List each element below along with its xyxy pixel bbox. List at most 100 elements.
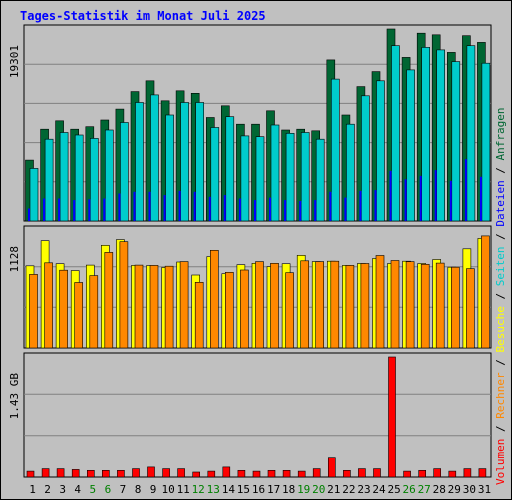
x-tick-label-8: 8 (135, 483, 142, 496)
bar-dateien-5 (88, 199, 91, 221)
x-tick-labels: 1 2 3 4 5 6 7 8 9 10 11 12 13 14 15 16 17 18 19 20 21 22 23 24 2… (29, 483, 491, 496)
bar-volumen-5 (87, 469, 95, 478)
bar-volumen-12 (192, 471, 200, 478)
bar-seiten-12 (195, 102, 204, 222)
bar-dateien-25 (389, 170, 392, 221)
bar-rechner-22 (345, 265, 355, 349)
bar-seiten-18 (285, 133, 295, 222)
bar-dateien-26 (404, 179, 407, 221)
bar-rechner-25 (390, 260, 400, 349)
bar-rechner-10 (164, 265, 174, 349)
bar-dateien-17 (269, 197, 271, 221)
x-tick-label-16: 16 (252, 483, 265, 496)
bar-rechner-26 (405, 261, 415, 349)
bar-seiten-2 (44, 138, 54, 222)
x-tick-label-26: 26 (402, 483, 415, 496)
x-tick-label-29: 29 (448, 483, 461, 496)
bar-rechner-2 (44, 262, 53, 349)
x-tick-label-4: 4 (74, 483, 81, 496)
bar-volumen-27 (418, 469, 427, 478)
bar-seiten-16 (255, 136, 265, 222)
bar-volumen-24 (373, 468, 381, 478)
bar-rechner-14 (225, 271, 234, 349)
x-tick-label-17: 17 (267, 483, 280, 496)
bar-volumen-3 (56, 468, 65, 478)
bar-dateien-21 (329, 191, 332, 221)
bar-volumen-25 (388, 356, 396, 478)
x-tick-label-11: 11 (177, 483, 190, 496)
x-tick-label-3: 3 (59, 483, 66, 496)
x-tick-label-19: 19 (297, 483, 310, 496)
bar-dateien-9 (148, 191, 151, 221)
bar-seiten-27 (421, 47, 431, 222)
bar-volumen-16 (252, 470, 261, 478)
x-tick-label-1: 1 (29, 483, 36, 496)
bar-rechner-30 (466, 268, 475, 349)
bar-rechner-1 (29, 274, 38, 349)
bar-volumen-10 (162, 468, 170, 478)
x-tick-label-22: 22 (342, 483, 355, 496)
bar-rechner-19 (300, 260, 310, 349)
bar-dateien-30 (464, 159, 467, 221)
bar-volumen-13 (207, 470, 216, 478)
bar-seiten-29 (451, 61, 461, 222)
bar-rechner-15 (240, 269, 249, 349)
bar-rechner-29 (450, 266, 460, 349)
x-tick-label-5: 5 (89, 483, 96, 496)
x-tick-label-13: 13 (207, 483, 220, 496)
x-tick-label-25: 25 (387, 483, 400, 496)
bar-volumen-18 (282, 469, 291, 478)
bar-rechner-4 (74, 282, 83, 349)
bar-rechner-20 (315, 261, 325, 349)
x-tick-label-30: 30 (463, 483, 476, 496)
bar-volumen-19 (297, 470, 306, 478)
bar-seiten-13 (210, 127, 220, 222)
bar-rechner-6 (104, 252, 114, 349)
chart-title: Tages-Statistik im Monat Juli 2025 (20, 9, 266, 23)
legend-separator: / (494, 286, 507, 306)
x-tick-label-28: 28 (433, 483, 446, 496)
bar-seiten-14 (225, 116, 235, 222)
bar-dateien-22 (344, 197, 347, 221)
bar-dateien-11 (178, 190, 181, 221)
bar-volumen-7 (117, 469, 125, 478)
bar-seiten-25 (391, 45, 400, 222)
legend-separator: / (494, 353, 507, 373)
bar-rechner-11 (179, 261, 189, 349)
legend-item-rechner: Rechner (494, 372, 507, 419)
bar-seiten-28 (436, 49, 446, 222)
bar-dateien-12 (193, 191, 196, 221)
y-scale-label-top: 19301 (8, 45, 21, 78)
bar-volumen-23 (358, 468, 366, 478)
x-tick-label-27: 27 (418, 483, 431, 496)
bar-seiten-15 (240, 135, 250, 222)
bar-volumen-9 (147, 466, 155, 478)
bar-dateien-20 (314, 200, 317, 221)
bar-seiten-24 (376, 80, 385, 222)
bar-dateien-4 (73, 200, 76, 221)
bar-dateien-14 (223, 195, 226, 221)
bar-volumen-2 (41, 468, 50, 478)
x-tick-label-21: 21 (327, 483, 340, 496)
bar-volumen-30 (463, 468, 472, 478)
bar-dateien-27 (419, 175, 422, 221)
legend-separator: / (494, 419, 507, 439)
x-tick-label-15: 15 (237, 483, 250, 496)
bar-dateien-15 (238, 198, 241, 221)
bar-rechner-5 (89, 275, 99, 349)
bar-rechner-7 (119, 241, 129, 349)
bar-dateien-29 (449, 180, 452, 221)
bar-seiten-7 (120, 122, 129, 222)
x-tick-label-18: 18 (282, 483, 295, 496)
bar-rechner-13 (210, 250, 219, 349)
bar-dateien-18 (284, 200, 287, 221)
bar-seiten-6 (105, 129, 114, 222)
x-tick-label-7: 7 (120, 483, 127, 496)
bar-dateien-19 (299, 201, 302, 221)
bar-dateien-1 (28, 208, 30, 221)
panel-bottom (23, 352, 492, 478)
bar-rechner-23 (360, 263, 370, 349)
bar-volumen-29 (448, 470, 457, 478)
bar-rechner-24 (375, 255, 385, 349)
bar-rechner-8 (134, 264, 144, 349)
